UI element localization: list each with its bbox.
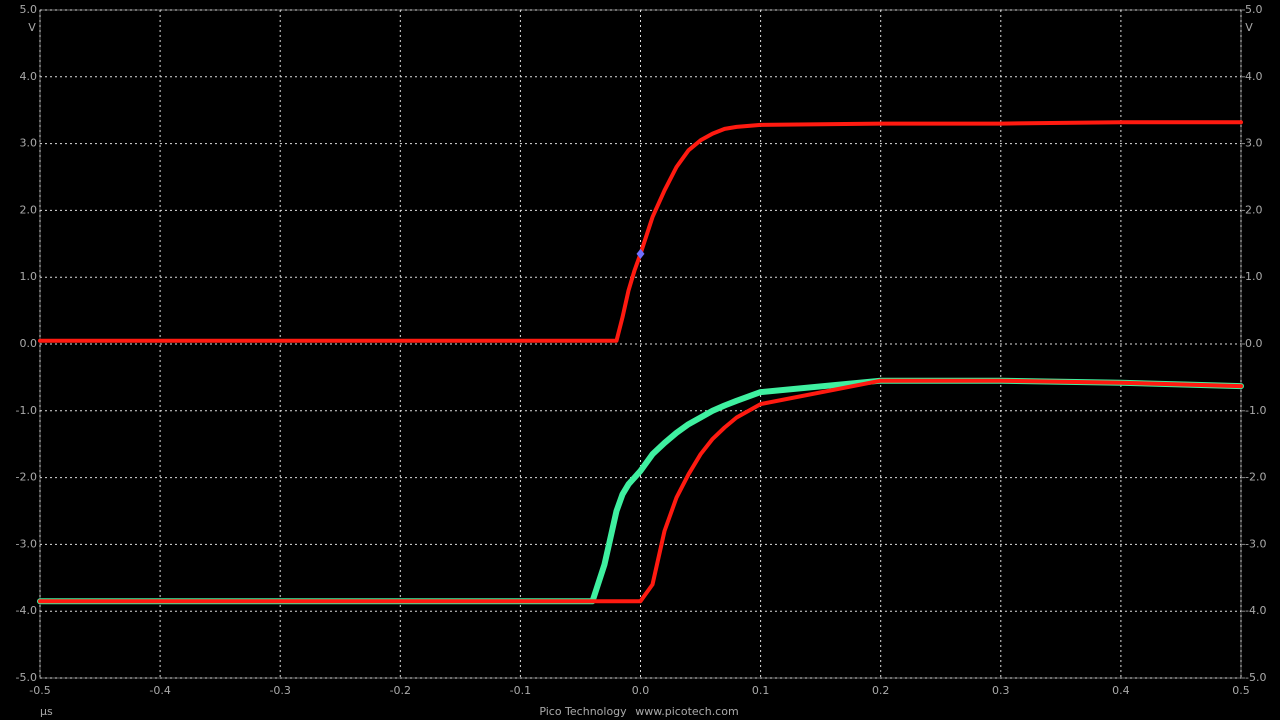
- y2-tick-label: -5.0: [1245, 671, 1266, 684]
- footer-brand: Pico Technology: [539, 705, 627, 718]
- x-tick-label: -0.3: [269, 684, 290, 697]
- trace: [38, 120, 1243, 343]
- x-tick-label: -0.4: [149, 684, 170, 697]
- y-tick-label: -2.0: [16, 471, 37, 484]
- x-tick-label: 0.1: [752, 684, 770, 697]
- x-tick-label: -0.1: [510, 684, 531, 697]
- y2-tick-label: 1.0: [1245, 270, 1263, 283]
- y-tick-label: 4.0: [20, 70, 38, 83]
- y2-tick-label: 0.0: [1245, 337, 1263, 350]
- y2-tick-label: -3.0: [1245, 537, 1266, 550]
- y-tick-label: -3.0: [16, 537, 37, 550]
- y2-tick-label: 3.0: [1245, 137, 1263, 150]
- footer-url: www.picotech.com: [635, 705, 738, 718]
- y2-tick-label: -2.0: [1245, 471, 1266, 484]
- y2-unit: V: [1245, 21, 1253, 34]
- x-unit: µs: [40, 705, 53, 718]
- y2-tick-label: -4.0: [1245, 604, 1266, 617]
- y-tick-label: 3.0: [20, 137, 38, 150]
- trace: [37, 377, 1244, 605]
- x-tick-label: 0.3: [992, 684, 1010, 697]
- trace: [38, 378, 1243, 604]
- trigger-marker: [636, 248, 645, 259]
- y-unit: V: [28, 21, 36, 34]
- y-tick-label: -5.0: [16, 671, 37, 684]
- x-tick-label: -0.5: [29, 684, 50, 697]
- x-tick-label: 0.0: [632, 684, 650, 697]
- y-tick-label: -1.0: [16, 404, 37, 417]
- y2-tick-label: 2.0: [1245, 203, 1263, 216]
- x-tick-label: -0.2: [390, 684, 411, 697]
- y-tick-label: 2.0: [20, 203, 38, 216]
- x-tick-label: 0.5: [1232, 684, 1250, 697]
- x-tick-label: 0.2: [872, 684, 890, 697]
- y-tick-label: 0.0: [20, 337, 38, 350]
- y-tick-label: -4.0: [16, 604, 37, 617]
- y2-tick-label: -1.0: [1245, 404, 1266, 417]
- x-tick-label: 0.4: [1112, 684, 1130, 697]
- y-tick-label: 5.0: [20, 3, 38, 16]
- y2-tick-label: 4.0: [1245, 70, 1263, 83]
- y-tick-label: 1.0: [20, 270, 38, 283]
- y2-tick-label: 5.0: [1245, 3, 1263, 16]
